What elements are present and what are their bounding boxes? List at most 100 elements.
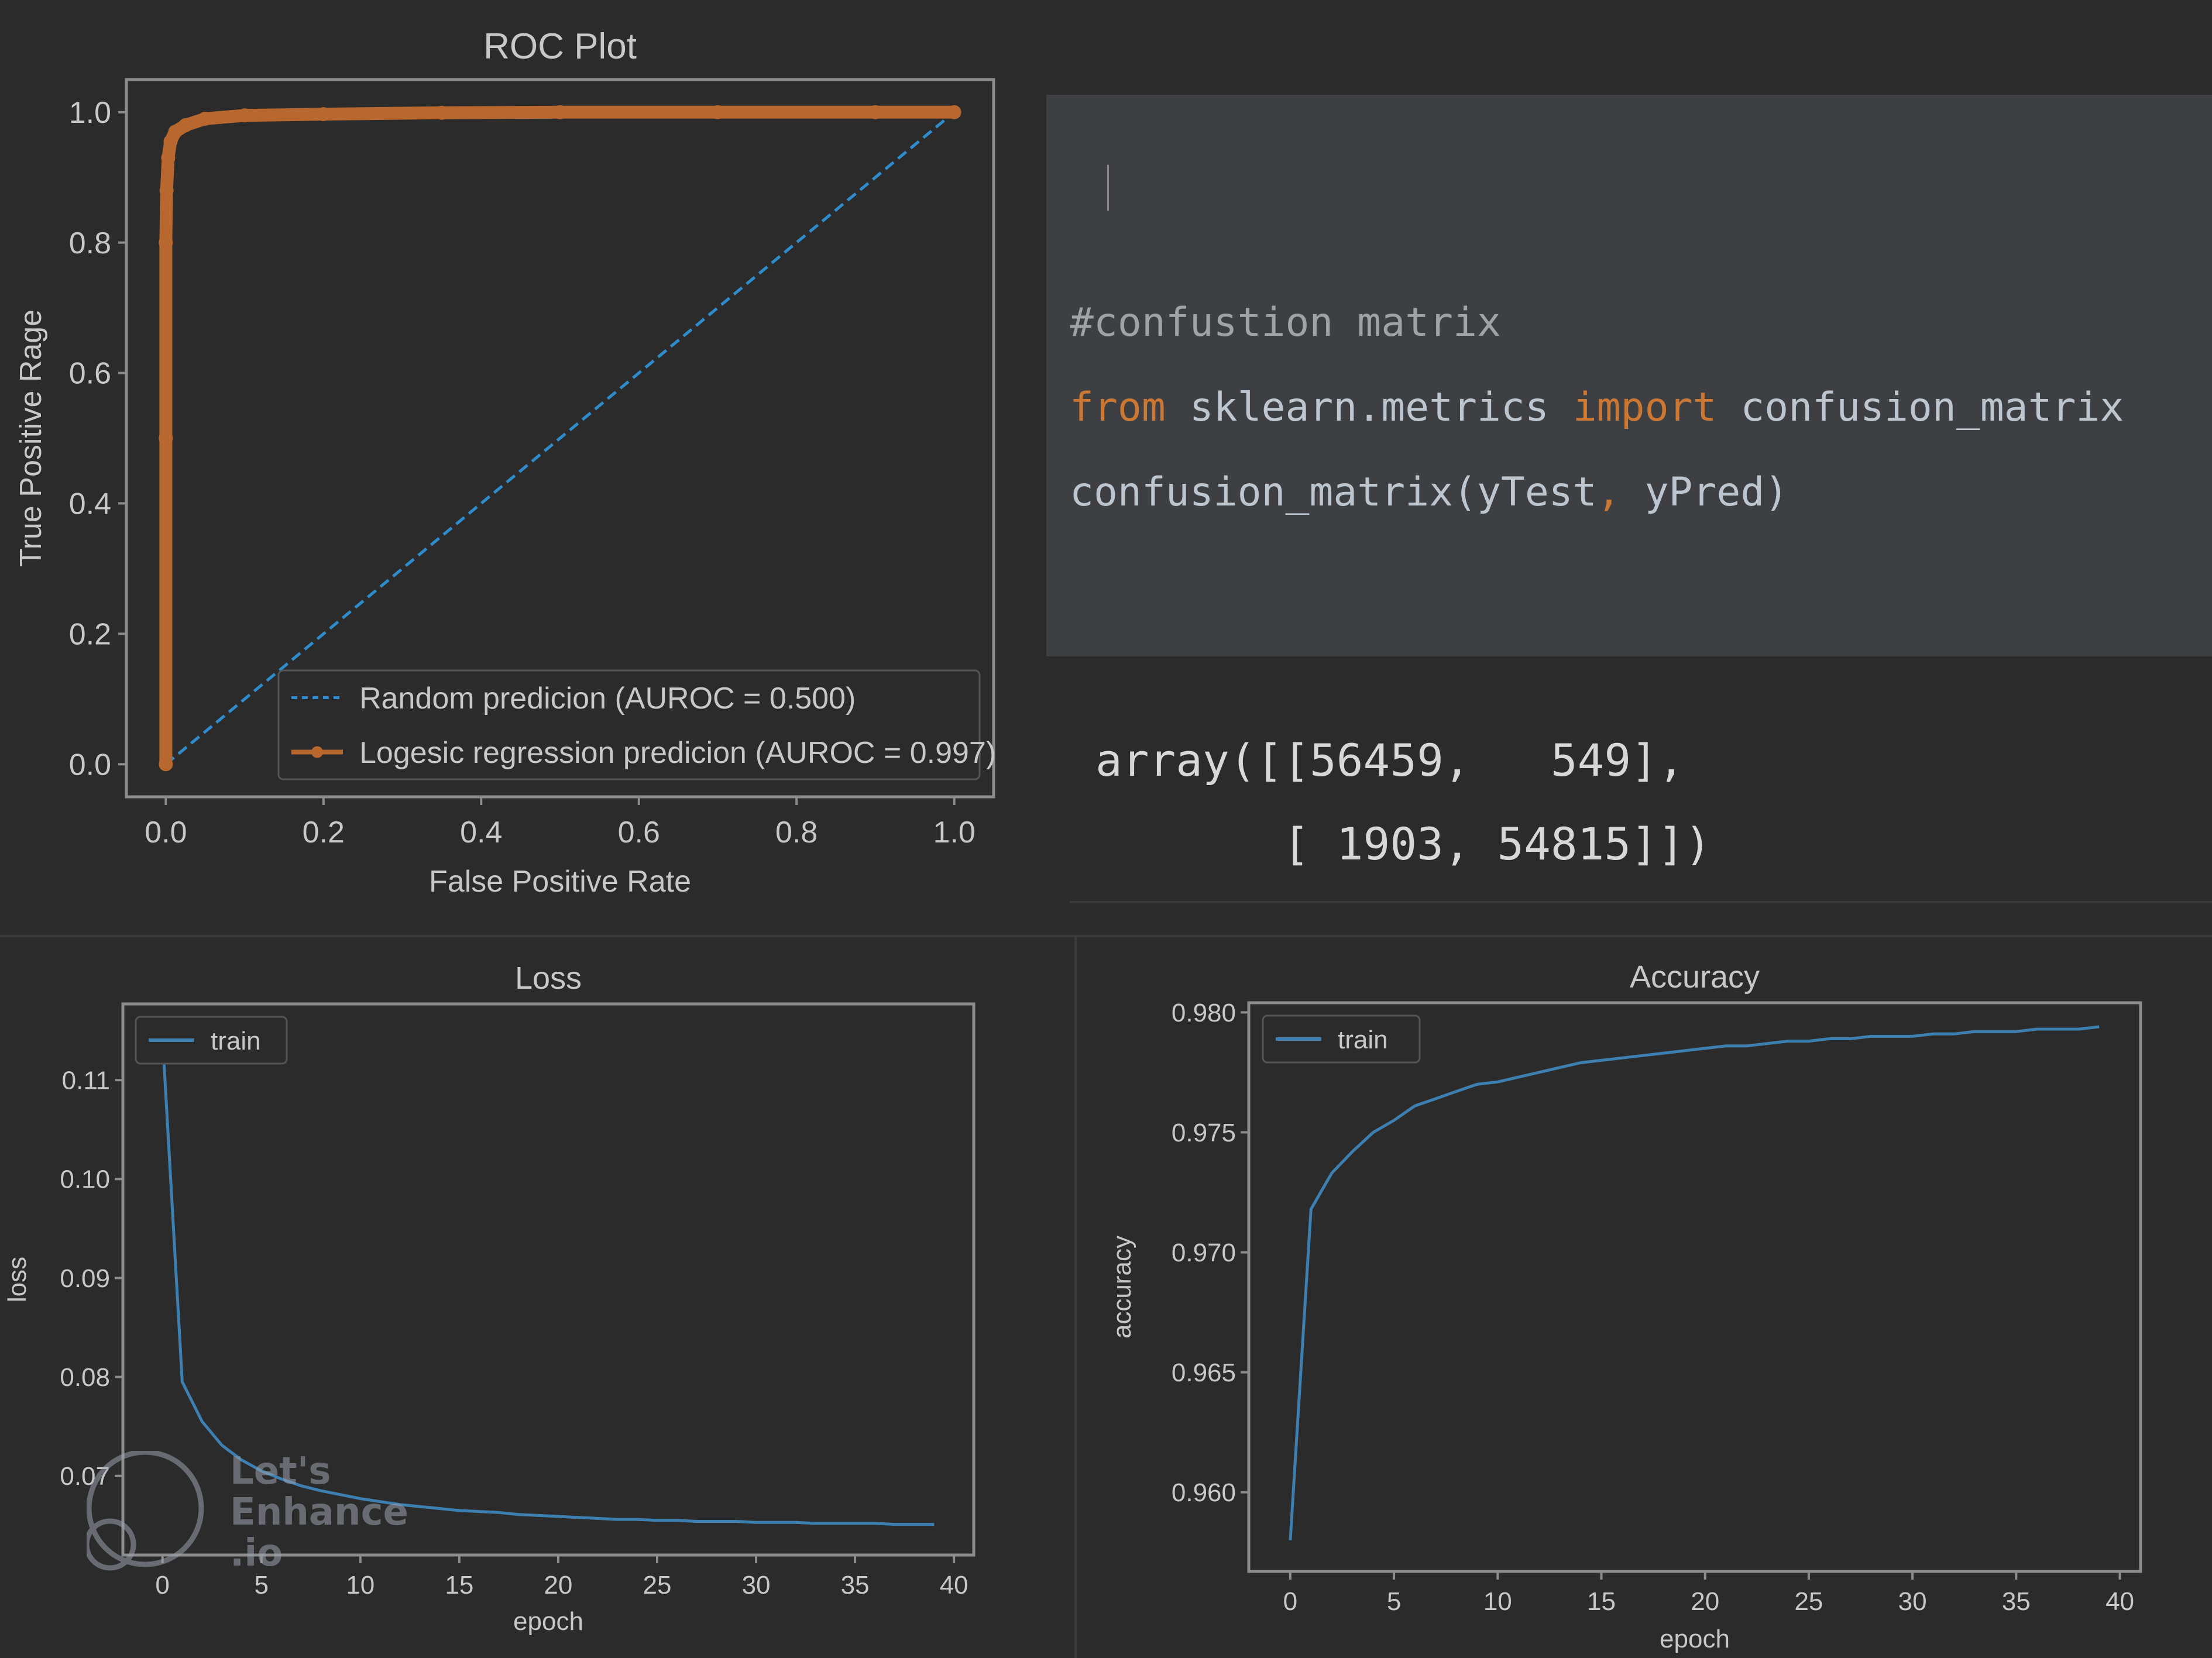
- legend-label: train: [211, 1027, 261, 1055]
- x-tick-label: 0.4: [460, 816, 502, 849]
- series-line-train: [161, 1035, 935, 1526]
- chart-title: ROC Plot: [483, 26, 637, 67]
- series-point: [868, 105, 882, 119]
- legend-box: [135, 1016, 288, 1065]
- x-tick-label: 40: [2105, 1587, 2134, 1616]
- y-tick-label: 0.10: [60, 1165, 110, 1194]
- x-tick-label: 30: [1898, 1587, 1927, 1616]
- output-line-1: array([[56459, 549],: [1095, 734, 1685, 786]
- y-tick-label: 0.965: [1172, 1358, 1236, 1387]
- series-line-random: [164, 111, 956, 766]
- keyword-import: import: [1572, 384, 1717, 431]
- text-cursor: [1107, 165, 1109, 211]
- y-tick-label: 0.11: [62, 1067, 110, 1095]
- series-point: [316, 107, 331, 122]
- series-point: [168, 125, 183, 139]
- code-import-line: from sklearn.metrics import confusion_ma…: [1070, 384, 2124, 431]
- x-tick-label: 35: [2002, 1587, 2031, 1616]
- y-tick-label: 1.0: [69, 96, 111, 130]
- x-axis-label: False Positive Rate: [429, 865, 691, 899]
- x-tick-label: 10: [1483, 1587, 1512, 1616]
- call-comma: ,: [1596, 469, 1621, 515]
- legend-box: [1262, 1014, 1421, 1064]
- series-point: [198, 111, 212, 126]
- x-tick-label: 30: [742, 1571, 771, 1599]
- y-tick-label: 0.08: [60, 1363, 110, 1392]
- y-tick-label: 0.8: [69, 226, 111, 260]
- y-tick-label: 0.2: [69, 618, 111, 652]
- x-tick-label: 25: [643, 1571, 672, 1599]
- series-point: [161, 150, 176, 165]
- y-tick-label: 0.975: [1172, 1119, 1236, 1147]
- x-tick-label: 0.2: [303, 816, 345, 849]
- x-tick-label: 0.8: [775, 816, 818, 849]
- series-point: [434, 105, 449, 120]
- call-expression: confusion_matrix(yTest: [1070, 469, 1597, 515]
- imported-name: confusion_matrix: [1716, 384, 2124, 431]
- call-args: yPred): [1620, 469, 1789, 515]
- watermark-logo-icon: [84, 1449, 204, 1571]
- series-line-train: [1289, 1025, 2100, 1540]
- series-point: [159, 235, 173, 250]
- x-tick-label: 10: [346, 1571, 375, 1599]
- series-point: [710, 105, 725, 119]
- x-tick-label: 15: [445, 1571, 473, 1599]
- y-axis-label: accuracy: [1108, 1236, 1136, 1339]
- y-tick-label: 0.960: [1172, 1478, 1236, 1507]
- y-tick-label: 0.970: [1172, 1239, 1236, 1267]
- watermark-line-2: Enhance: [230, 1491, 408, 1534]
- x-tick-label: 35: [841, 1571, 870, 1599]
- series-point: [947, 105, 961, 119]
- legend-label: train: [1338, 1026, 1388, 1054]
- code-call-line: confusion_matrix(yTest, yPred): [1070, 469, 1788, 515]
- roc-chart: ROC Plot False Positive Rate True Positive…: [14, 26, 996, 899]
- divider-output-bottom: [1070, 901, 2212, 903]
- x-tick-label: 20: [544, 1571, 572, 1599]
- plot-area: [121, 1002, 976, 1557]
- module-name: sklearn.metrics: [1165, 384, 1573, 431]
- series-point: [553, 105, 567, 119]
- divider-horizontal-right: [1074, 935, 2212, 937]
- plot-area: [1247, 1001, 2142, 1573]
- y-tick-label: 0.6: [69, 357, 111, 391]
- x-axis-label: epoch: [1660, 1625, 1730, 1653]
- chart-title: Loss: [515, 961, 582, 996]
- accuracy-chart: Accuracy epoch accuracy 0 5 10 15 20 25 30 35 40 0.9…: [1108, 959, 2142, 1653]
- keyword-from: from: [1070, 384, 1166, 431]
- x-tick-label: 0.6: [618, 816, 660, 849]
- watermark: Let's Enhance .io: [84, 1449, 438, 1580]
- code-comment: #confustion matrix: [1070, 300, 1501, 346]
- series-point: [159, 431, 173, 445]
- x-tick-label: 5: [254, 1571, 268, 1599]
- y-axis-label: loss: [3, 1257, 32, 1302]
- legend-label: Random predicion (AUROC = 0.500): [359, 682, 856, 716]
- y-tick-label: 0.980: [1172, 999, 1236, 1027]
- series-line-logistic-core: [164, 110, 954, 765]
- divider-horizontal-left: [0, 935, 1074, 937]
- x-tick-label: 0: [1283, 1587, 1297, 1616]
- x-axis-label: epoch: [513, 1607, 583, 1636]
- legend-box: [277, 669, 981, 780]
- y-tick-label: 0.4: [69, 487, 111, 521]
- divider-vertical: [1074, 935, 1077, 1658]
- y-tick-label: 0.0: [69, 748, 111, 782]
- series-point: [178, 118, 193, 133]
- x-tick-label: 25: [1794, 1587, 1823, 1616]
- watermark-line-3: .io: [230, 1532, 283, 1575]
- x-tick-label: 40: [940, 1571, 968, 1599]
- watermark-line-1: Let's: [230, 1450, 331, 1493]
- series-point: [159, 757, 173, 772]
- x-tick-label: 0.0: [145, 816, 187, 849]
- legend-label: Logesic regression predicion (AUROC = 0.…: [359, 736, 996, 770]
- x-tick-label: 20: [1691, 1587, 1719, 1616]
- x-tick-label: 5: [1387, 1587, 1401, 1616]
- x-tick-label: 15: [1587, 1587, 1616, 1616]
- code-cell[interactable]: #confustion matrix from sklearn.metrics …: [1046, 95, 2212, 656]
- y-axis-label: True Positive Rage: [14, 309, 48, 567]
- x-tick-label: 0: [155, 1571, 169, 1599]
- chart-title: Accuracy: [1630, 959, 1760, 995]
- output-line-2: [ 1903, 54815]]): [1095, 818, 1712, 870]
- x-tick-label: 1.0: [933, 816, 975, 849]
